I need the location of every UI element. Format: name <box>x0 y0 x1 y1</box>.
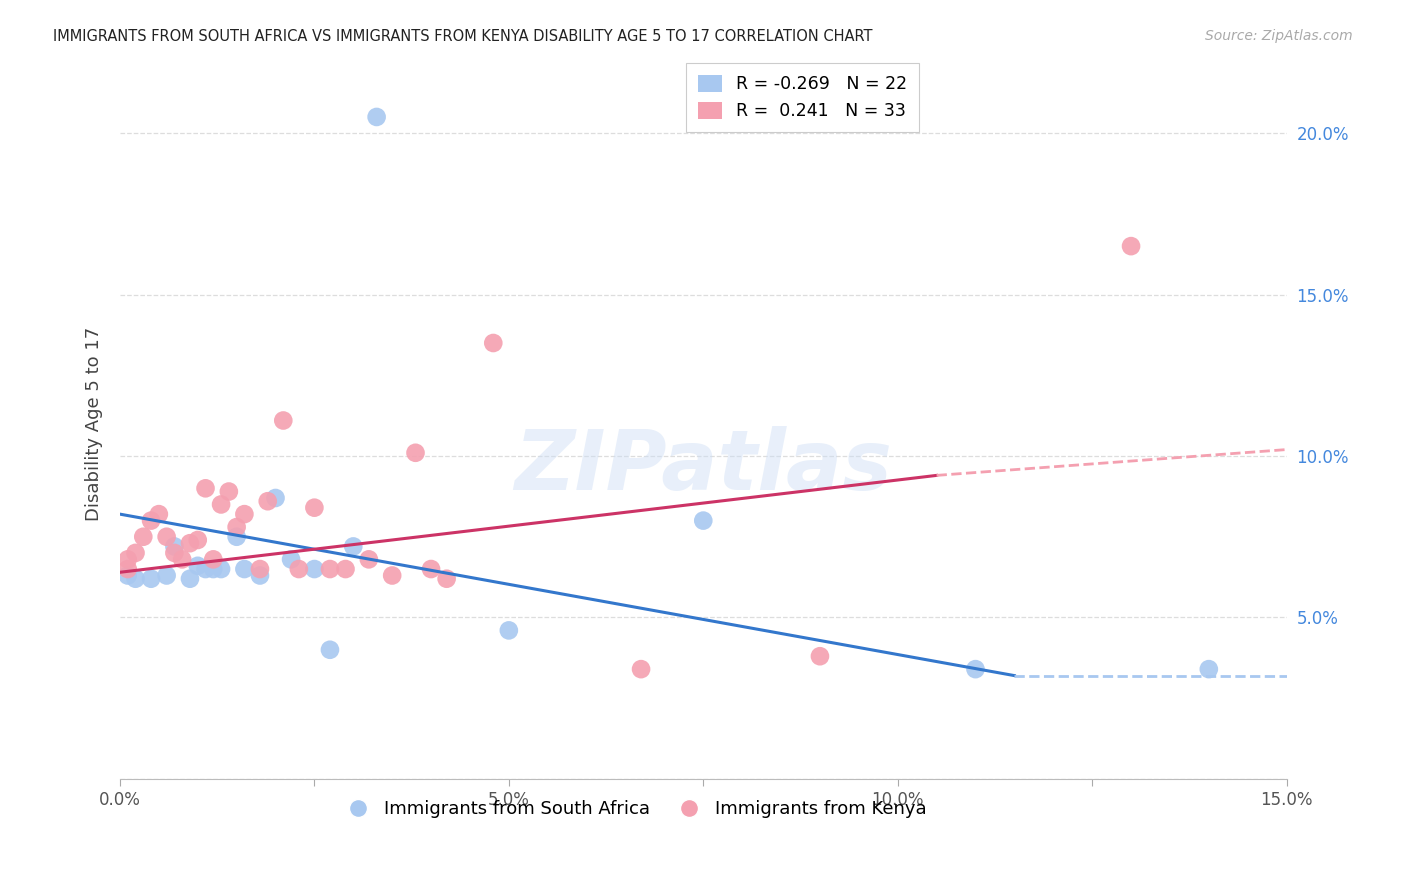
Point <box>436 572 458 586</box>
Point <box>132 530 155 544</box>
Point <box>304 500 326 515</box>
Point <box>256 494 278 508</box>
Point <box>209 498 232 512</box>
Point <box>405 446 427 460</box>
Point <box>124 572 146 586</box>
Point <box>202 562 225 576</box>
Text: ZIPatlas: ZIPatlas <box>515 425 893 507</box>
Point <box>692 514 714 528</box>
Point <box>148 507 170 521</box>
Point <box>233 562 256 576</box>
Point <box>366 110 388 124</box>
Point <box>187 558 209 573</box>
Point <box>209 562 232 576</box>
Point <box>498 624 520 638</box>
Point <box>319 642 342 657</box>
Point <box>630 662 652 676</box>
Point <box>225 520 247 534</box>
Point <box>218 484 240 499</box>
Point <box>264 491 287 505</box>
Point <box>1198 662 1220 676</box>
Point <box>304 562 326 576</box>
Point <box>381 568 404 582</box>
Point <box>1119 239 1142 253</box>
Point <box>965 662 987 676</box>
Point <box>271 413 294 427</box>
Point <box>288 562 311 576</box>
Point <box>124 546 146 560</box>
Point <box>179 572 201 586</box>
Point <box>117 552 139 566</box>
Point <box>420 562 443 576</box>
Point <box>139 514 162 528</box>
Point <box>194 481 217 495</box>
Point <box>194 562 217 576</box>
Point <box>156 530 179 544</box>
Point <box>249 562 271 576</box>
Point <box>163 540 186 554</box>
Point <box>482 336 505 351</box>
Point <box>808 649 831 664</box>
Text: Source: ZipAtlas.com: Source: ZipAtlas.com <box>1205 29 1353 43</box>
Point <box>202 552 225 566</box>
Text: IMMIGRANTS FROM SOUTH AFRICA VS IMMIGRANTS FROM KENYA DISABILITY AGE 5 TO 17 COR: IMMIGRANTS FROM SOUTH AFRICA VS IMMIGRAN… <box>53 29 873 44</box>
Point <box>179 536 201 550</box>
Y-axis label: Disability Age 5 to 17: Disability Age 5 to 17 <box>86 326 103 521</box>
Point <box>225 530 247 544</box>
Point <box>233 507 256 521</box>
Point <box>335 562 357 576</box>
Legend: Immigrants from South Africa, Immigrants from Kenya: Immigrants from South Africa, Immigrants… <box>333 793 934 825</box>
Point <box>249 568 271 582</box>
Point <box>342 540 364 554</box>
Point <box>156 568 179 582</box>
Point <box>172 552 194 566</box>
Point <box>357 552 380 566</box>
Point <box>163 546 186 560</box>
Point <box>187 533 209 547</box>
Point <box>319 562 342 576</box>
Point <box>117 562 139 576</box>
Point <box>117 568 139 582</box>
Point <box>280 552 302 566</box>
Point <box>139 572 162 586</box>
